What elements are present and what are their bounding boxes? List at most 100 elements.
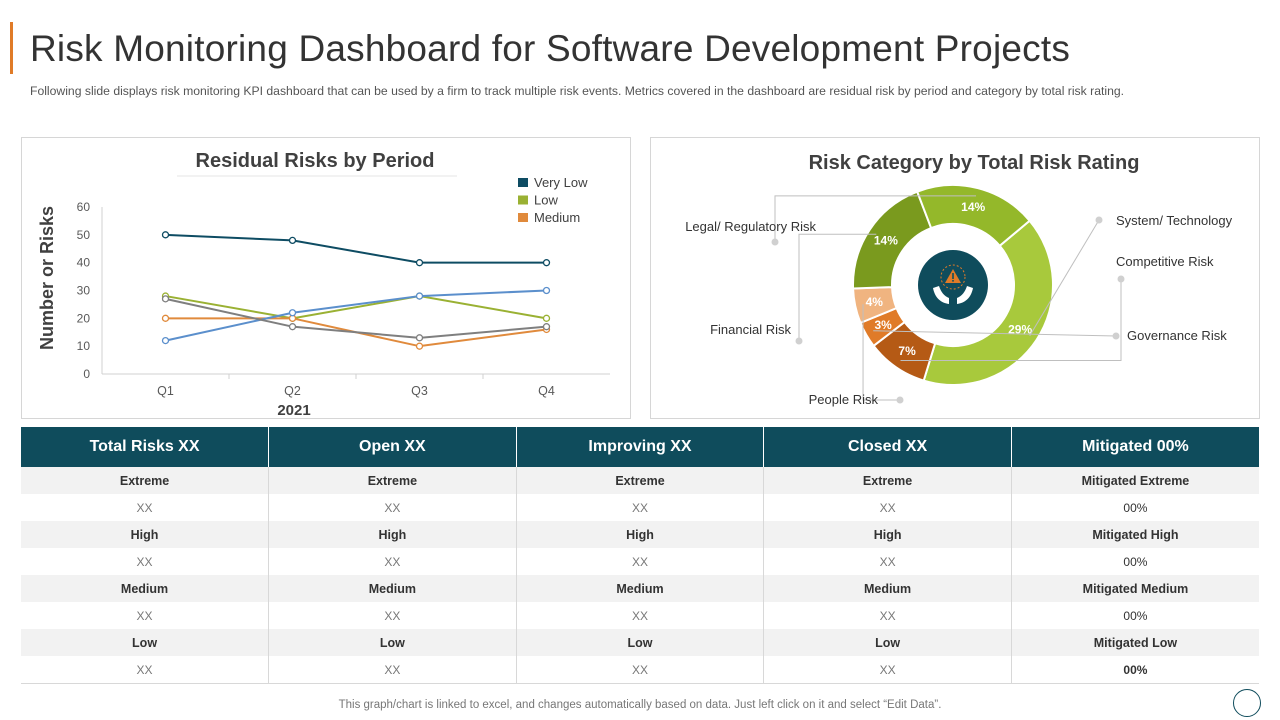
slice-percent-label: 7%: [898, 344, 916, 358]
leader-line: [900, 279, 1122, 362]
table-cell: XX: [21, 548, 270, 575]
title-accent-bar: [10, 22, 13, 74]
data-point: [542, 314, 551, 322]
data-point: [415, 259, 424, 267]
table-cell: XX: [268, 494, 517, 521]
series-line: [165, 289, 547, 342]
table-cell: XX: [763, 548, 1012, 575]
table-cell: XX: [21, 656, 270, 684]
table-cell: XX: [763, 494, 1012, 521]
data-point: [415, 342, 424, 350]
table-row: High High High High Mitigated High: [21, 521, 1259, 548]
slice-category-label: Competitive Risk: [1116, 254, 1214, 269]
table-cell: Medium: [763, 575, 1012, 602]
table-row: Low Low Low Low Mitigated Low: [21, 629, 1259, 656]
table-cell: Mitigated Low: [1011, 629, 1259, 656]
table-row: Medium Medium Medium Medium Mitigated Me…: [21, 575, 1259, 602]
table-cell: Mitigated Medium: [1011, 575, 1259, 602]
x-axis-label: 2021: [277, 402, 310, 419]
y-tick-label: 20: [77, 311, 91, 325]
table-cell: High: [763, 521, 1012, 548]
data-point: [542, 323, 551, 331]
table-cell: 00%: [1011, 494, 1259, 521]
y-tick-label: 10: [77, 339, 91, 353]
leader-line: [1029, 219, 1100, 337]
footnote: This graph/chart is linked to excel, and…: [338, 699, 942, 711]
data-point: [161, 295, 170, 303]
y-tick-label: 40: [77, 256, 91, 270]
slice-category-label: Legal/ Regulatory Risk: [685, 219, 816, 234]
data-point: [415, 334, 424, 342]
data-point: [288, 309, 297, 317]
table-cell: XX: [516, 602, 765, 629]
table-cell: XX: [21, 494, 270, 521]
table-cell: XX: [516, 656, 765, 684]
risk-kpi-table: Total Risks XX Open XX Improving XX Clos…: [21, 427, 1259, 684]
legend-swatch: [518, 178, 528, 187]
table-cell: High: [268, 521, 517, 548]
table-row: XX XX XX XX 00%: [21, 602, 1259, 629]
slice-category-label: System/ Technology: [1116, 213, 1233, 228]
table-row: XX XX XX XX 00%: [21, 548, 1259, 575]
slice-percent-label: 29%: [1008, 322, 1032, 336]
data-point: [161, 336, 170, 345]
series-line: [165, 295, 547, 320]
slice-category-label: Financial Risk: [710, 322, 791, 337]
risk-category-chart-panel[interactable]: Risk Category by Total Risk Rating 29% 7%…: [650, 137, 1260, 419]
y-tick-label: 50: [77, 228, 91, 242]
leader-dot: [1112, 332, 1120, 340]
page-title: Risk Monitoring Dashboard for Software D…: [30, 28, 1071, 69]
table-cell: XX: [21, 602, 270, 629]
legend-label: Very Low: [534, 175, 588, 190]
donut-leader-lines: System/ Technology Competitive Risk Govern…: [685, 195, 1233, 407]
line-chart-axes: 0 10 20 30 40 50 60 Q1 Q2 Q3 Q4: [77, 200, 610, 398]
data-point: [288, 323, 297, 331]
circle-nav-icon[interactable]: [1233, 689, 1261, 717]
donut-chart-title: Risk Category by Total Risk Rating: [809, 152, 1140, 174]
table-cell: Low: [763, 629, 1012, 656]
leader-line: [873, 330, 1117, 337]
table-row: Extreme Extreme Extreme Extreme Mitigate…: [21, 467, 1259, 494]
table-cell: XX: [763, 656, 1012, 684]
x-tick-label: Q2: [284, 384, 301, 398]
table-cell: Low: [21, 629, 270, 656]
header-improving: Improving XX: [516, 427, 765, 467]
legend-swatch: [518, 195, 528, 205]
leader-line: [862, 304, 900, 401]
table-cell: Extreme: [516, 467, 765, 494]
leader-line: [798, 233, 877, 341]
table-cell: Medium: [21, 575, 270, 602]
table-cell: XX: [268, 602, 517, 629]
table-row: XX XX XX XX 00%: [21, 656, 1259, 684]
y-tick-label: 0: [83, 367, 90, 381]
line-chart-series: [161, 231, 551, 350]
x-tick-label: Q3: [411, 384, 428, 398]
table-cell: 00%: [1011, 548, 1259, 575]
table-cell: Low: [268, 629, 517, 656]
table-cell: Medium: [268, 575, 517, 602]
legend-label: Medium: [534, 210, 580, 225]
table-cell: Medium: [516, 575, 765, 602]
table-cell: XX: [268, 548, 517, 575]
table-cell: High: [516, 521, 765, 548]
slice-category-label: People Risk: [809, 392, 879, 407]
table-cell: 00%: [1011, 656, 1259, 684]
page-subtitle: Following slide displays risk monitoring…: [30, 84, 1125, 98]
leader-dot: [1117, 275, 1125, 283]
risk-category-donut-chart: Risk Category by Total Risk Rating 29% 7%…: [685, 152, 1233, 407]
table-cell: Extreme: [268, 467, 517, 494]
slice-percent-label: 3%: [875, 318, 893, 332]
leader-dot: [771, 238, 779, 246]
data-point: [288, 236, 297, 245]
leader-line: [774, 195, 977, 242]
header-open: Open XX: [268, 427, 517, 467]
table-cell: High: [21, 521, 270, 548]
data-point: [542, 286, 551, 295]
donut-slice: [922, 219, 1054, 386]
y-tick-label: 60: [77, 200, 91, 214]
table-cell: Extreme: [21, 467, 270, 494]
legend-swatch: [518, 213, 528, 222]
header-mitigated: Mitigated 00%: [1011, 427, 1259, 467]
residual-risks-chart-panel[interactable]: Residual Risks by Period Number or Risks…: [21, 137, 631, 419]
data-point: [415, 292, 424, 300]
